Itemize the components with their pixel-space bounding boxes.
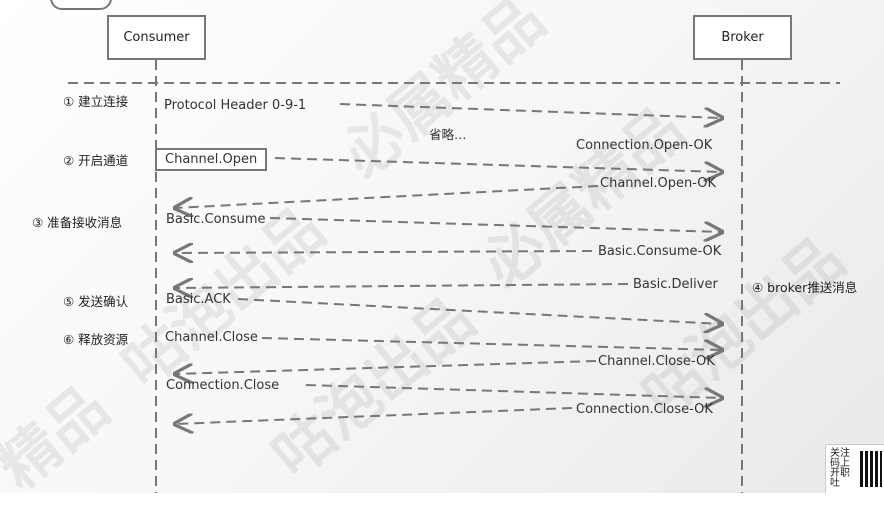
message-label: Connection.Close-OK — [576, 402, 713, 417]
basic-ack-arrow — [237, 298, 722, 324]
step-label: ④ broker推送消息 — [752, 280, 858, 295]
message-label: Channel.Open-OK — [600, 176, 717, 191]
message-label: Protocol Header 0-9-1 — [164, 98, 307, 113]
channel-close-ok-arrow — [175, 360, 597, 374]
channel-close-arrow — [261, 337, 722, 350]
step-label: ① 建立连接 — [63, 94, 129, 109]
message-label: Connection.Open-OK — [576, 138, 713, 153]
channel-open-ok-arrow — [175, 185, 599, 208]
basic-deliver-arrow — [175, 284, 629, 288]
message-label: 省略… — [429, 127, 467, 142]
qr-code: 关注码上开职吐 — [825, 444, 884, 493]
step-label: ② 开启通道 — [63, 153, 129, 168]
consumer-actor: Consumer — [107, 15, 206, 60]
connection-close-ok-arrow — [175, 407, 573, 424]
step-label: ⑤ 发送确认 — [63, 294, 129, 309]
message-label: Connection.Close — [166, 378, 280, 393]
qr-caption: 关注码上开职吐 — [830, 448, 850, 489]
message-label: Channel.Close — [165, 330, 258, 345]
message-label: Basic.Deliver — [633, 277, 718, 292]
message-label: Basic.Consume-OK — [598, 244, 722, 259]
broker-actor: Broker — [693, 15, 792, 60]
channel-open-arrow — [274, 157, 722, 172]
protocol-header-arrow — [339, 103, 722, 118]
message-label: Channel.Open — [155, 148, 268, 171]
step-label: ③ 准备接收消息 — [32, 215, 123, 230]
message-label: Basic.ACK — [166, 292, 231, 307]
sequence-lines — [68, 60, 840, 493]
basic-consume-arrow — [269, 217, 722, 232]
connection-close-arrow — [305, 384, 722, 398]
qr-pattern — [860, 451, 882, 487]
basic-consume-ok-arrow — [175, 251, 593, 253]
step-label: ⑥ 释放资源 — [63, 332, 129, 347]
message-label: Basic.Consume — [166, 212, 266, 227]
message-label: Channel.Close-OK — [598, 354, 715, 369]
